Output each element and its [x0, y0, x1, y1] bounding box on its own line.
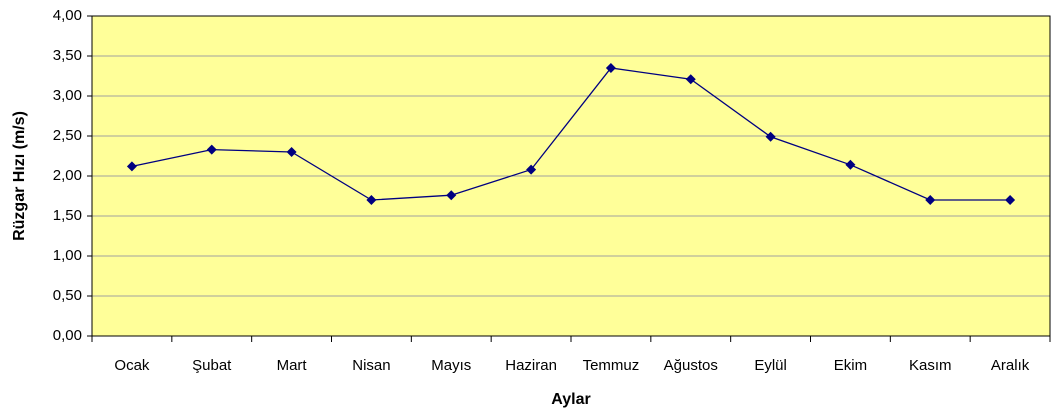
- x-tick-label: Temmuz: [583, 357, 640, 374]
- data-point: [366, 195, 377, 205]
- data-point: [1005, 195, 1016, 205]
- data-point: [845, 159, 856, 170]
- x-tick-label: Mayıs: [431, 357, 471, 374]
- x-tick-label: Eylül: [754, 357, 787, 374]
- y-tick-label: 1,00: [53, 247, 82, 264]
- x-tick-label: Ocak: [114, 357, 150, 374]
- data-point: [925, 195, 936, 205]
- x-tick-label: Şubat: [192, 357, 232, 374]
- x-tick-label: Ağustos: [664, 357, 718, 374]
- data-line: [131, 67, 1011, 201]
- x-tick-label: Kasım: [909, 357, 952, 374]
- y-tick-label: 0,50: [53, 287, 82, 304]
- y-tick-label: 3,50: [53, 47, 82, 64]
- x-tick-label: Nisan: [352, 357, 390, 374]
- y-axis-title: Rüzgar Hızı (m/s): [11, 111, 28, 241]
- y-tick-label: 2,00: [53, 167, 82, 184]
- data-point: [126, 161, 137, 172]
- data-point: [526, 164, 537, 175]
- y-tick-label: 2,50: [53, 127, 82, 144]
- data-point: [286, 147, 297, 157]
- x-tick-label: Ekim: [834, 357, 867, 374]
- x-axis-title: Aylar: [551, 391, 590, 408]
- y-tick-label: 3,00: [53, 87, 82, 104]
- x-tick-label: Haziran: [505, 357, 557, 374]
- y-tick-label: 1,50: [53, 207, 82, 224]
- data-point: [605, 63, 616, 73]
- y-tick-label: 4,00: [53, 7, 82, 24]
- data-point: [446, 190, 457, 201]
- x-tick-label: Aralık: [991, 357, 1030, 374]
- plot-border: [91, 15, 1051, 337]
- data-point: [685, 74, 696, 85]
- data-point: [206, 144, 217, 155]
- x-tick-label: Mart: [277, 357, 308, 374]
- y-tick-label: 0,00: [53, 327, 82, 344]
- data-point: [765, 131, 776, 142]
